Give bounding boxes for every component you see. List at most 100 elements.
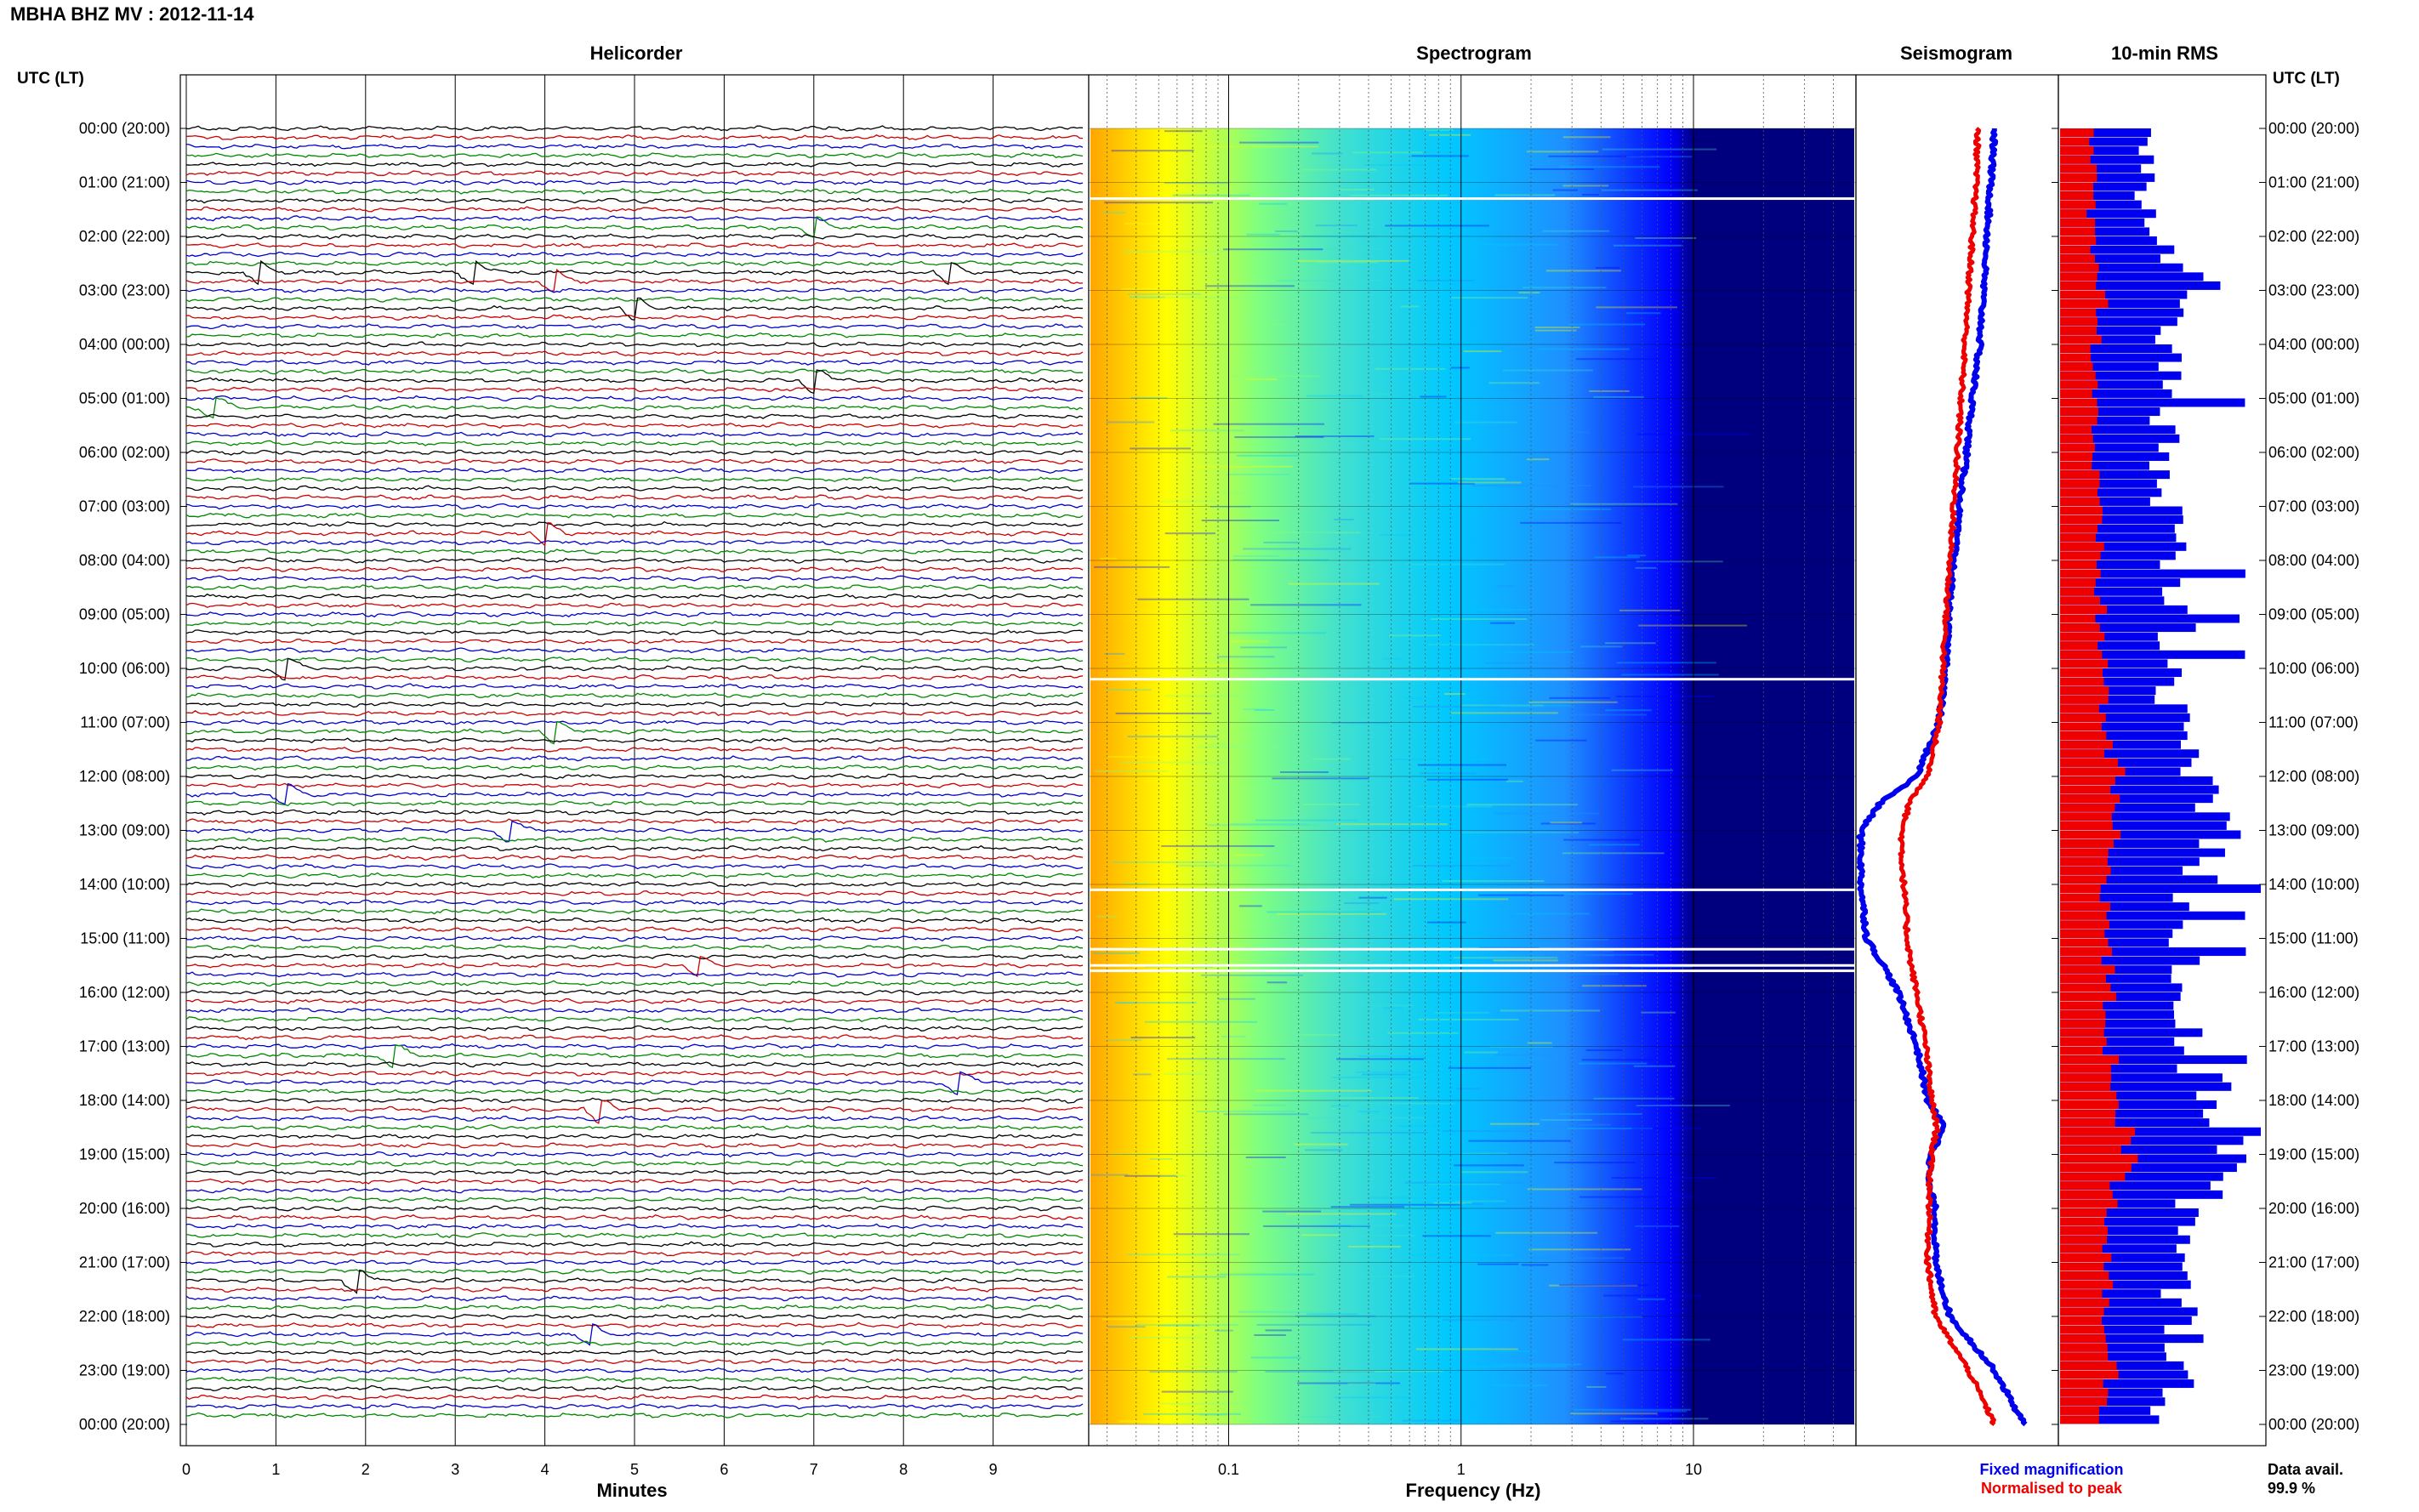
time-label: 04:00 (00:00)	[79, 336, 170, 353]
rms-bar-normalised	[2060, 812, 2112, 821]
rms-bar-fixed	[2060, 1190, 2223, 1199]
time-label: 11:00 (07:00)	[80, 714, 170, 731]
data-avail-label: Data avail.	[2268, 1461, 2343, 1478]
spectrogram-texture	[1362, 1073, 1409, 1076]
rms-bar-normalised	[2060, 821, 2113, 830]
spectrogram-texture	[1504, 651, 1574, 653]
spectrogram-texture	[1426, 778, 1508, 781]
rms-bar-fixed	[2060, 1181, 2211, 1191]
spectrogram-texture	[1127, 736, 1218, 738]
spectrogram-texture	[1310, 247, 1381, 250]
rms-bar-fixed	[2060, 1334, 2204, 1344]
spectrogram-texture	[1586, 1386, 1607, 1389]
rms-bar-fixed	[2060, 128, 2151, 137]
frequency-tick-label: 10	[1685, 1461, 1702, 1478]
rms-bar-normalised	[2060, 1244, 2103, 1253]
rms-bar-normalised	[2060, 677, 2104, 686]
helicorder-trace	[185, 251, 1084, 258]
rms-bar-fixed	[2060, 1100, 2217, 1109]
helicorder-trace	[185, 1367, 1084, 1374]
spectrogram-texture	[1455, 1088, 1482, 1090]
helicorder-trace	[185, 1259, 1084, 1266]
minute-tick-label: 6	[720, 1461, 728, 1478]
helicorder-trace	[185, 1384, 1084, 1391]
spectrogram-texture	[1218, 998, 1255, 1000]
rms-bar-fixed	[2060, 956, 2200, 965]
rms-bar-fixed	[2060, 614, 2240, 623]
spectrogram-texture	[1426, 921, 1466, 924]
spectrogram-texture	[1352, 151, 1423, 154]
helicorder-trace	[185, 854, 1084, 861]
spectrogram-texture	[1559, 1113, 1642, 1116]
helicorder-trace	[185, 844, 1084, 852]
spectrogram-texture	[1404, 1181, 1524, 1184]
helicorder-trace	[185, 1178, 1084, 1185]
helicorder-trace	[185, 1124, 1084, 1131]
rms-bar-fixed	[2060, 587, 2163, 596]
rms-bar-normalised	[2060, 1109, 2116, 1118]
rms-bar-normalised	[2060, 767, 2126, 776]
spectrogram-texture	[1250, 604, 1362, 606]
minutes-axis-label: Minutes	[596, 1480, 667, 1501]
spectrogram-texture	[1253, 1104, 1287, 1106]
minute-tick-label: 5	[630, 1461, 639, 1478]
rms-bar-fixed	[2060, 254, 2160, 264]
rms-bar-fixed	[2060, 740, 2181, 749]
spectrogram-texture	[1562, 136, 1611, 139]
spectrogram-texture	[1552, 189, 1578, 191]
rms-bar-normalised	[2060, 641, 2098, 651]
time-label: 17:00 (13:00)	[79, 1038, 170, 1055]
spectrogram-texture	[1454, 1164, 1524, 1167]
time-label: 15:00 (11:00)	[2268, 930, 2359, 947]
spectrogram-texture	[1232, 559, 1329, 561]
spectrogram-texture	[1114, 1002, 1197, 1004]
time-label: 18:00 (14:00)	[79, 1092, 170, 1109]
rms-bar-fixed	[2060, 911, 2245, 920]
rms-bar-fixed	[2060, 632, 2158, 641]
rms-bar-fixed	[2060, 551, 2176, 560]
rms-bar-normalised	[2060, 335, 2102, 344]
spectrogram-texture	[1230, 823, 1309, 826]
spectrogram-texture	[1331, 722, 1390, 725]
spectrogram-data-gap	[1090, 888, 1854, 891]
rms-bar-fixed	[2060, 209, 2156, 219]
helicorder-trace	[185, 179, 1084, 186]
spectrogram-texture	[1489, 1123, 1540, 1125]
rms-bar-fixed	[2060, 1064, 2177, 1073]
rms-bar-fixed	[2060, 668, 2183, 677]
rms-bar-normalised	[2060, 281, 2097, 290]
spectrogram-texture	[1468, 1140, 1572, 1142]
time-label: 09:00 (05:00)	[79, 606, 170, 623]
spectrogram-texture	[1530, 1257, 1625, 1259]
spectrogram-texture	[1464, 1051, 1499, 1054]
helicorder-trace	[185, 809, 1084, 816]
spectrogram-texture	[1238, 905, 1262, 907]
spectrogram-texture	[1215, 1329, 1234, 1332]
helicorder-trace	[185, 268, 1084, 292]
rms-bar-fixed	[2060, 605, 2188, 614]
spectrogram-texture	[1418, 805, 1493, 808]
rms-bar-normalised	[2060, 1082, 2111, 1091]
spectrogram-texture	[1226, 473, 1290, 475]
rms-bar-normalised	[2060, 1190, 2113, 1199]
spectrogram-texture	[1585, 1049, 1623, 1052]
spectrogram-texture	[1356, 1071, 1443, 1073]
spectrogram-texture	[1616, 696, 1714, 698]
spectrogram-texture	[1239, 141, 1319, 144]
spectrogram-texture	[1130, 1037, 1196, 1039]
spectrogram-texture	[1305, 1149, 1343, 1151]
spectrogram-texture	[1542, 230, 1610, 232]
spectrogram-texture	[1578, 1062, 1648, 1065]
spectrogram-texture	[1301, 1034, 1339, 1037]
rms-bar-normalised	[2060, 875, 2107, 884]
spectrogram-texture	[1443, 693, 1466, 696]
rms-bar-normalised	[2060, 254, 2095, 264]
helicorder-trace	[185, 1349, 1084, 1356]
rms-bar-fixed	[2060, 641, 2160, 651]
helicorder-trace	[185, 396, 1084, 419]
spectrogram-texture	[1357, 1111, 1380, 1113]
helicorder-trace	[185, 1323, 1084, 1346]
helicorder-trace	[185, 1250, 1084, 1257]
helicorder-trace	[185, 1358, 1084, 1365]
spectrogram-texture	[1294, 1143, 1348, 1145]
